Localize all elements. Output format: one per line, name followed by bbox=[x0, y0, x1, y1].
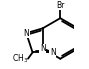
Text: CH$_3$: CH$_3$ bbox=[12, 52, 28, 65]
Text: N: N bbox=[50, 48, 56, 57]
Text: Br: Br bbox=[57, 1, 65, 10]
Text: N: N bbox=[40, 44, 46, 53]
Text: N: N bbox=[23, 29, 29, 38]
